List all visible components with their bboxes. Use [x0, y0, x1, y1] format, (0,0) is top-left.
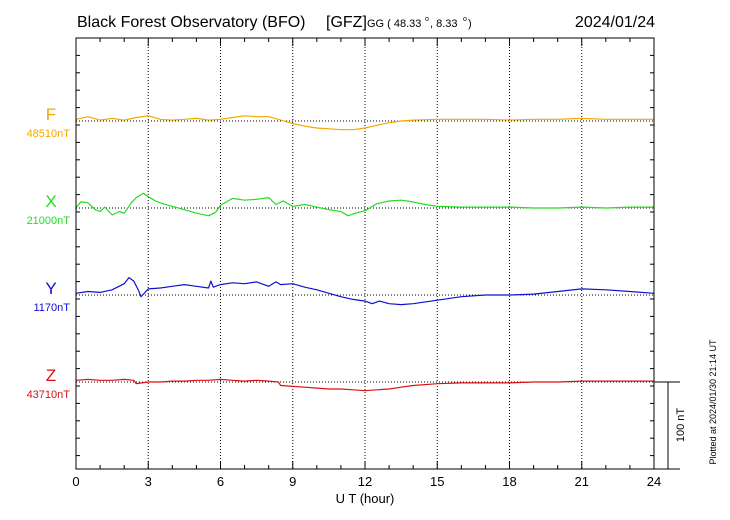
x-tick-label-21: 21	[575, 474, 589, 489]
coords-prefix: GG ( 48.33	[367, 18, 421, 30]
series-labels: F 48510nT X 21000nT Y 1170nT Z 43710nT	[27, 105, 71, 401]
series-line-z	[75, 378, 654, 392]
scale-bar: 100 nT	[654, 381, 687, 470]
date-label: 2024/01/24	[575, 14, 655, 31]
station-coordinates: GG ( 48.33 o , 8.33 o )	[367, 16, 472, 30]
x-tick-label-15: 15	[430, 474, 444, 489]
series-line-y	[75, 277, 655, 306]
x-tick-label-12: 12	[358, 474, 372, 489]
series-name-x: X	[45, 192, 56, 211]
series-name-f: F	[46, 105, 56, 124]
x-tick-label-18: 18	[502, 474, 516, 489]
x-tick-label-3: 3	[145, 474, 152, 489]
x-tick-label-6: 6	[217, 474, 224, 489]
plotted-timestamp: Plotted at 2024/01/30 21:14 UT	[708, 339, 718, 465]
x-tick-label-0: 0	[72, 474, 79, 489]
degree-symbol-lat: o	[425, 16, 429, 23]
x-tick-label-24: 24	[647, 474, 661, 489]
series-baseline-z: 43710nT	[27, 389, 71, 401]
series-baseline-f: 48510nT	[27, 128, 71, 140]
station-title: Black Forest Observatory (BFO)	[77, 14, 306, 31]
coords-mid: , 8.33	[430, 18, 458, 30]
series-baseline-x: 21000nT	[27, 215, 71, 227]
series-name-y: Y	[45, 279, 56, 298]
axis-ticks	[75, 37, 655, 469]
x-tick-label-9: 9	[289, 474, 296, 489]
degree-symbol-lon: o	[463, 16, 467, 23]
series-line-f	[75, 115, 654, 131]
grid-lines	[147, 38, 583, 469]
coords-suffix: )	[468, 18, 472, 30]
scale-bar-label: 100 nT	[675, 408, 687, 443]
series-line-x	[75, 192, 654, 217]
series-baseline-y: 1170nT	[34, 302, 71, 314]
series-name-z: Z	[46, 366, 56, 385]
x-tick-labels: 0 3 6 9 12 15 18 21 24	[72, 474, 661, 489]
series-lines	[75, 115, 655, 392]
x-axis-label: U T (hour)	[336, 491, 395, 506]
agency-label: [GFZ]	[326, 14, 367, 31]
baselines	[76, 120, 654, 383]
